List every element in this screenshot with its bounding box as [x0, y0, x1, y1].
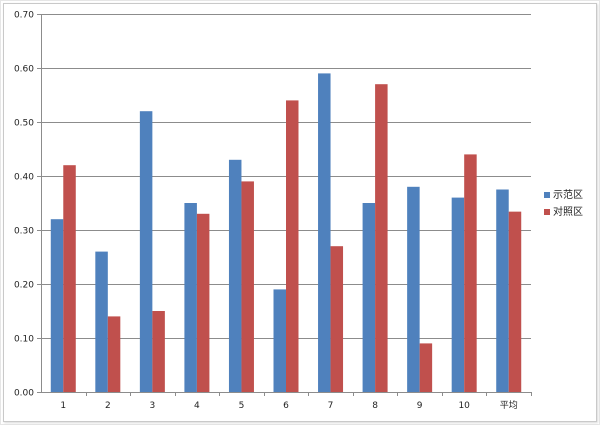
y-tick-label: 0.70 — [14, 11, 34, 21]
bar-series2-11[interactable] — [508, 211, 522, 392]
x-tick-label: 6 — [283, 401, 289, 411]
bar-series1-9[interactable] — [407, 186, 420, 392]
legend-swatch — [544, 209, 550, 215]
x-tick-label: 8 — [372, 401, 378, 411]
x-tick-label: 4 — [194, 401, 200, 411]
axes — [37, 14, 532, 396]
bar-series2-2[interactable] — [107, 316, 121, 392]
bar-series1-4[interactable] — [184, 203, 197, 392]
y-tick-label: 0.20 — [14, 281, 34, 291]
bar-series1-10[interactable] — [451, 197, 465, 392]
y-tick-label: 0.50 — [14, 119, 34, 129]
bar-series2-7[interactable] — [330, 246, 344, 392]
bar-series1-2[interactable] — [95, 251, 108, 392]
y-tick-labels: 0.00 0.10 0.20 0.30 0.40 0.50 0.60 0.70 — [14, 11, 34, 399]
bar-series1-8[interactable] — [362, 203, 376, 392]
y-tick-label: 0.00 — [14, 389, 34, 399]
bars — [50, 73, 522, 393]
legend-swatch — [544, 192, 550, 198]
x-tick-labels: 1 2 3 4 5 6 7 8 9 10 平均 — [60, 399, 517, 411]
sheet-gridline — [0, 0, 1, 425]
bar-series1-7[interactable] — [318, 73, 331, 393]
bar-series1-1[interactable] — [50, 219, 64, 392]
y-tick-label: 0.30 — [14, 227, 34, 237]
x-tick-label: 5 — [239, 401, 245, 411]
x-tick-label: 平均 — [500, 399, 518, 411]
x-tick-label: 9 — [417, 401, 423, 411]
x-tick-label: 3 — [149, 401, 155, 411]
bar-series2-5[interactable] — [241, 181, 254, 392]
bar-series2-4[interactable] — [196, 213, 210, 392]
bar-series1-6[interactable] — [273, 289, 287, 392]
x-tick-label: 2 — [105, 401, 111, 411]
sheet-gridline — [0, 0, 600, 1]
x-tick-label: 10 — [458, 401, 470, 411]
bar-series2-9[interactable] — [419, 343, 433, 392]
legend-label: 示范区 — [553, 188, 583, 201]
bar-series1-3[interactable] — [139, 111, 153, 392]
y-tick-label: 0.60 — [14, 65, 34, 75]
y-tick-label: 0.40 — [14, 173, 34, 183]
bar-series2-3[interactable] — [152, 311, 165, 392]
bar-series1-11[interactable] — [496, 189, 509, 393]
bar-series2-8[interactable] — [375, 84, 388, 392]
bar-series2-1[interactable] — [63, 165, 76, 392]
x-tick-label: 1 — [60, 401, 66, 411]
bar-series2-6[interactable] — [286, 100, 299, 393]
bar-series2-10[interactable] — [464, 154, 477, 392]
y-tick-label: 0.10 — [14, 335, 34, 345]
legend-label: 对照区 — [553, 205, 583, 218]
bar-series1-5[interactable] — [228, 159, 242, 392]
x-tick-label: 7 — [328, 401, 334, 411]
